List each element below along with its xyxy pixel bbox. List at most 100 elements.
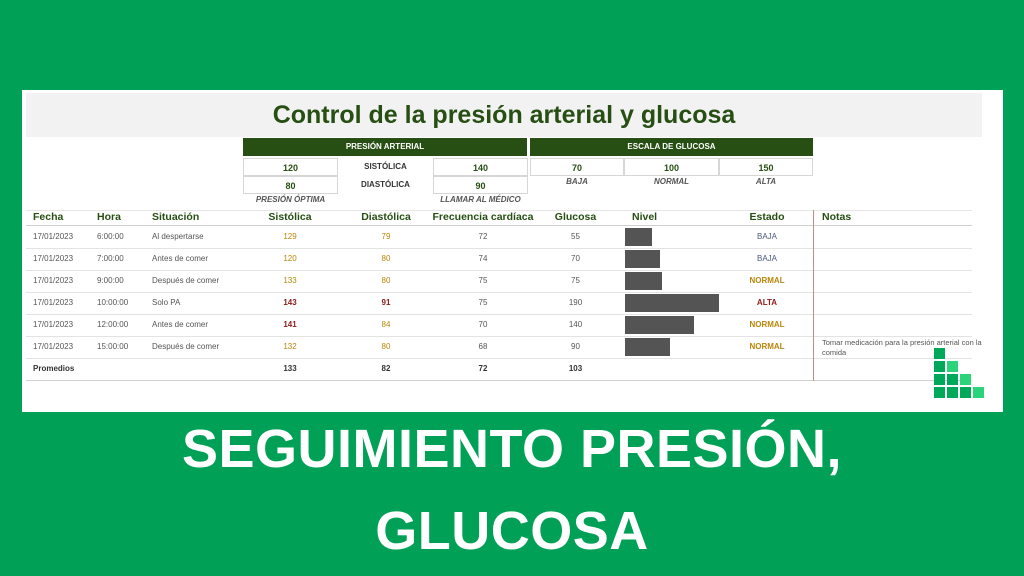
banner-line-2: GLUCOSA (375, 501, 649, 561)
cell-systolic[interactable]: 120 (283, 254, 297, 263)
cell-hora[interactable]: 12:00:00 (97, 320, 129, 329)
col-notas[interactable]: Notas (822, 211, 852, 223)
cell-situacion[interactable]: Antes de comer (152, 254, 209, 263)
cell-glucose[interactable]: 90 (571, 342, 580, 351)
cell-situacion[interactable]: Solo PA (152, 298, 181, 307)
cell-estado[interactable]: ALTA (756, 298, 778, 307)
cell-hora[interactable]: 9:00:00 (97, 276, 124, 285)
cell-hora[interactable]: 15:00:00 (97, 342, 129, 351)
cell-systolic[interactable]: 132 (283, 342, 297, 351)
cell-situacion[interactable]: Después de comer (152, 276, 220, 285)
optimal-caption: PRESIÓN ÓPTIMA (255, 195, 326, 204)
cell-fecha[interactable]: 17/01/2023 (33, 276, 74, 285)
cell-estado[interactable]: BAJA (756, 254, 777, 263)
cell-fecha[interactable]: 17/01/2023 (33, 320, 74, 329)
glucose-normal-value[interactable]: 100 (624, 158, 719, 176)
averages-row: Promedios 133 82 72 103 (26, 358, 972, 381)
averages-label: Promedios (33, 364, 75, 373)
title-band: Control de la presión arterial y glucosa (26, 93, 982, 137)
optimal-diastolic[interactable]: 80 (243, 176, 338, 194)
header-divider (26, 225, 972, 226)
cell-systolic[interactable]: 133 (283, 276, 297, 285)
glucose-level-bar (625, 250, 660, 268)
avg-diastolic[interactable]: 82 (381, 364, 391, 373)
col-nivel[interactable]: Nivel (632, 211, 658, 223)
col-situacion[interactable]: Situación (152, 211, 200, 223)
avg-heart-rate[interactable]: 72 (478, 364, 488, 373)
glucose-low-label: BAJA (566, 177, 588, 186)
cell-diastolic[interactable]: 84 (381, 320, 391, 329)
cell-diastolic[interactable]: 80 (381, 276, 391, 285)
call-doctor-caption: LLAMAR AL MÉDICO (440, 195, 521, 204)
glucose-normal-label: NORMAL (653, 177, 690, 186)
cell-heart-rate[interactable]: 75 (478, 298, 488, 307)
glucose-scale-header: ESCALA DE GLUCOSA (530, 138, 813, 156)
glucose-level-bar (625, 338, 670, 356)
table-row: 17/01/2023 12:00:00 Antes de comer 141 84 70 1… (26, 314, 972, 337)
glucose-level-bar (625, 294, 719, 312)
cell-hora[interactable]: 10:00:00 (97, 298, 129, 307)
cell-glucose[interactable]: 190 (568, 298, 583, 307)
cell-systolic[interactable]: 143 (283, 298, 297, 307)
col-frecuencia[interactable]: Frecuencia cardíaca (432, 211, 534, 223)
table-row: 17/01/2023 9:00:00 Después de comer 133 80 75… (26, 270, 972, 293)
cell-glucose[interactable]: 75 (571, 276, 580, 285)
cell-heart-rate[interactable]: 70 (478, 320, 488, 329)
glucose-high-label: ALTA (755, 177, 777, 186)
col-glucosa[interactable]: Glucosa (554, 211, 597, 223)
cell-heart-rate[interactable]: 74 (478, 254, 488, 263)
cell-diastolic[interactable]: 80 (381, 342, 391, 351)
cell-estado[interactable]: BAJA (756, 232, 777, 241)
cell-situacion[interactable]: Después de comer (152, 342, 220, 351)
table-row: 17/01/2023 6:00:00 Al despertarse 129 79 72 55… (26, 226, 972, 249)
cell-diastolic[interactable]: 91 (381, 298, 391, 307)
cell-situacion[interactable]: Antes de comer (152, 320, 209, 329)
banner-line-1: SEGUIMIENTO PRESIÓN, (181, 419, 843, 479)
pressure-header: PRESIÓN ARTERIAL (243, 138, 527, 156)
table-row: 17/01/2023 7:00:00 Antes de comer 120 80 74 70… (26, 248, 972, 271)
col-estado[interactable]: Estado (749, 211, 785, 223)
cell-fecha[interactable]: 17/01/2023 (33, 232, 74, 241)
col-diastolica[interactable]: Diastólica (361, 211, 411, 223)
cell-heart-rate[interactable]: 68 (478, 342, 488, 351)
note-text[interactable]: Tomar medicación para la presión arteria… (822, 338, 982, 357)
header-top-divider (26, 210, 972, 211)
cell-diastolic[interactable]: 79 (381, 232, 391, 241)
cell-glucose[interactable]: 140 (568, 320, 583, 329)
call-diastolic[interactable]: 90 (433, 176, 528, 194)
cell-hora[interactable]: 7:00:00 (97, 254, 124, 263)
notes-divider (813, 210, 814, 381)
glucose-level-bar (625, 316, 694, 334)
table-row: 17/01/2023 15:00:00 Después de comer 132 80 6… (26, 336, 972, 359)
sheet-title: Control de la presión arterial y glucosa (272, 101, 736, 129)
glucose-high-value[interactable]: 150 (719, 158, 813, 176)
cell-glucose[interactable]: 70 (571, 254, 580, 263)
cell-heart-rate[interactable]: 75 (478, 276, 488, 285)
avg-glucose[interactable]: 103 (568, 364, 583, 373)
cell-heart-rate[interactable]: 72 (478, 232, 488, 241)
glucose-level-bar (625, 228, 652, 246)
cell-fecha[interactable]: 17/01/2023 (33, 254, 74, 263)
table-row: 17/01/2023 10:00:00 Solo PA 143 91 75 190 ALTA (26, 292, 972, 315)
cell-fecha[interactable]: 17/01/2023 (33, 342, 74, 351)
glucose-level-bar (625, 272, 662, 290)
cell-hora[interactable]: 6:00:00 (97, 232, 124, 241)
col-hora[interactable]: Hora (97, 211, 121, 223)
col-sistolica[interactable]: Sistólica (268, 211, 312, 223)
cell-diastolic[interactable]: 80 (381, 254, 391, 263)
cell-systolic[interactable]: 141 (283, 320, 297, 329)
call-systolic[interactable]: 140 (433, 158, 528, 176)
cell-estado[interactable]: NORMAL (749, 342, 785, 351)
diastolic-label: DIASTÓLICA (361, 180, 410, 189)
cell-estado[interactable]: NORMAL (749, 320, 785, 329)
glucose-low-value[interactable]: 70 (530, 158, 624, 176)
cell-systolic[interactable]: 129 (283, 232, 297, 241)
cell-situacion[interactable]: Al despertarse (152, 232, 204, 241)
col-fecha[interactable]: Fecha (33, 211, 64, 223)
cell-glucose[interactable]: 55 (571, 232, 580, 241)
cell-estado[interactable]: NORMAL (749, 276, 785, 285)
optimal-systolic[interactable]: 120 (243, 158, 338, 176)
avg-systolic[interactable]: 133 (283, 364, 297, 373)
cell-fecha[interactable]: 17/01/2023 (33, 298, 74, 307)
systolic-label: SISTÓLICA (364, 162, 407, 171)
